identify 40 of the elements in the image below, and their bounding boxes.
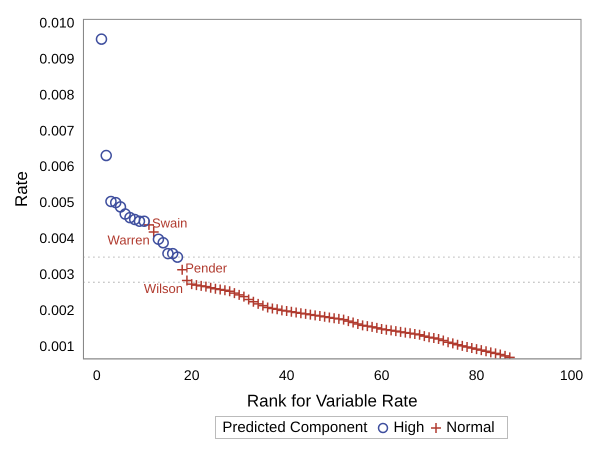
y-tick-label: 0.005 — [39, 194, 75, 210]
point — [162, 248, 174, 260]
y-tick-label: 0.007 — [39, 122, 75, 138]
point — [105, 196, 117, 208]
point — [124, 212, 136, 224]
legend-label: High — [392, 419, 424, 436]
point — [110, 196, 122, 208]
point — [152, 233, 164, 245]
point — [114, 201, 126, 213]
annotation: Wilson — [144, 281, 183, 296]
x-tick-label: 100 — [560, 367, 584, 384]
point — [119, 208, 131, 220]
point — [100, 150, 112, 162]
point — [157, 237, 169, 249]
point — [138, 215, 150, 227]
point — [96, 33, 108, 45]
y-tick-label: 0.002 — [39, 302, 75, 318]
y-tick-label: 0.010 — [39, 14, 75, 31]
y-tick-label: 0.006 — [39, 158, 75, 174]
x-tick-label: 80 — [468, 367, 485, 384]
point — [128, 214, 140, 226]
annotation: Pender — [185, 260, 228, 276]
annotation: Swain — [152, 215, 188, 230]
legend-label: Normal — [445, 419, 495, 436]
y-tick-label: 0.004 — [39, 230, 75, 246]
point — [166, 248, 178, 260]
point — [134, 215, 146, 227]
y-axis-title: Rate — [12, 171, 31, 208]
point — [172, 251, 184, 263]
x-axis-title: Rank for Variable Rate — [246, 391, 418, 410]
annotation: Warren — [108, 232, 150, 248]
y-tick-label: 0.008 — [39, 86, 75, 102]
y-tick-label: 0.003 — [39, 266, 75, 282]
x-tick-label: 0 — [92, 367, 101, 384]
y-tick-label: 0.001 — [39, 338, 75, 354]
y-tick-label: 0.009 — [39, 50, 75, 66]
x-tick-label: 60 — [374, 367, 390, 384]
x-tick-label: 40 — [278, 367, 295, 384]
legend-title: Predicted Component — [222, 419, 368, 436]
x-tick-label: 20 — [184, 367, 200, 384]
